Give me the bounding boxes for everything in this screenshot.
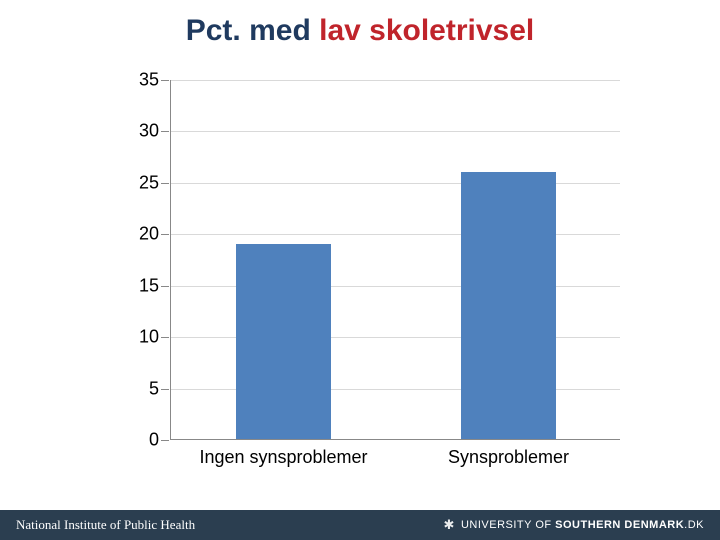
chart-container: 0 5 10 15 20 25 30 35 Ingen synsproblemer Synspro… [120,70,630,480]
y-tick [161,80,169,81]
footer-logo-icon: ✱ [444,517,455,533]
y-tick [161,337,169,338]
y-tick [161,440,169,441]
y-tick [161,183,169,184]
title-part2: lav skoletrivsel [319,14,534,47]
footer-uni-prefix: UNIVERSITY OF [461,519,555,531]
footer-uni-suffix: .DK [684,519,704,531]
y-axis-label: 5 [149,378,159,399]
grid-line [171,80,620,81]
y-axis-label: 30 [139,121,159,142]
footer-bar: National Institute of Public Health ✱ UN… [0,510,720,540]
y-tick [161,234,169,235]
y-axis-label: 35 [139,70,159,91]
x-axis-label: Ingen synsproblemer [199,447,367,468]
y-axis-label: 0 [149,430,159,451]
x-axis-label: Synsproblemer [448,447,569,468]
bar [236,244,331,439]
footer-right-text: ✱ UNIVERSITY OF SOUTHERN DENMARK.DK [444,517,704,533]
footer-uni-bold: SOUTHERN DENMARK [555,519,684,531]
y-axis-label: 25 [139,172,159,193]
y-axis-label: 15 [139,275,159,296]
y-tick [161,286,169,287]
plot-area: 05101520253035Ingen synsproblemerSynspro… [170,80,620,440]
y-axis-label: 20 [139,224,159,245]
bar [461,172,556,439]
y-tick [161,389,169,390]
title-part1: Pct. med [186,14,319,47]
y-tick [161,131,169,132]
y-axis-label: 10 [139,327,159,348]
chart-title: Pct. med lav skoletrivsel [0,0,720,48]
grid-line [171,131,620,132]
footer-left-text: National Institute of Public Health [16,517,195,533]
